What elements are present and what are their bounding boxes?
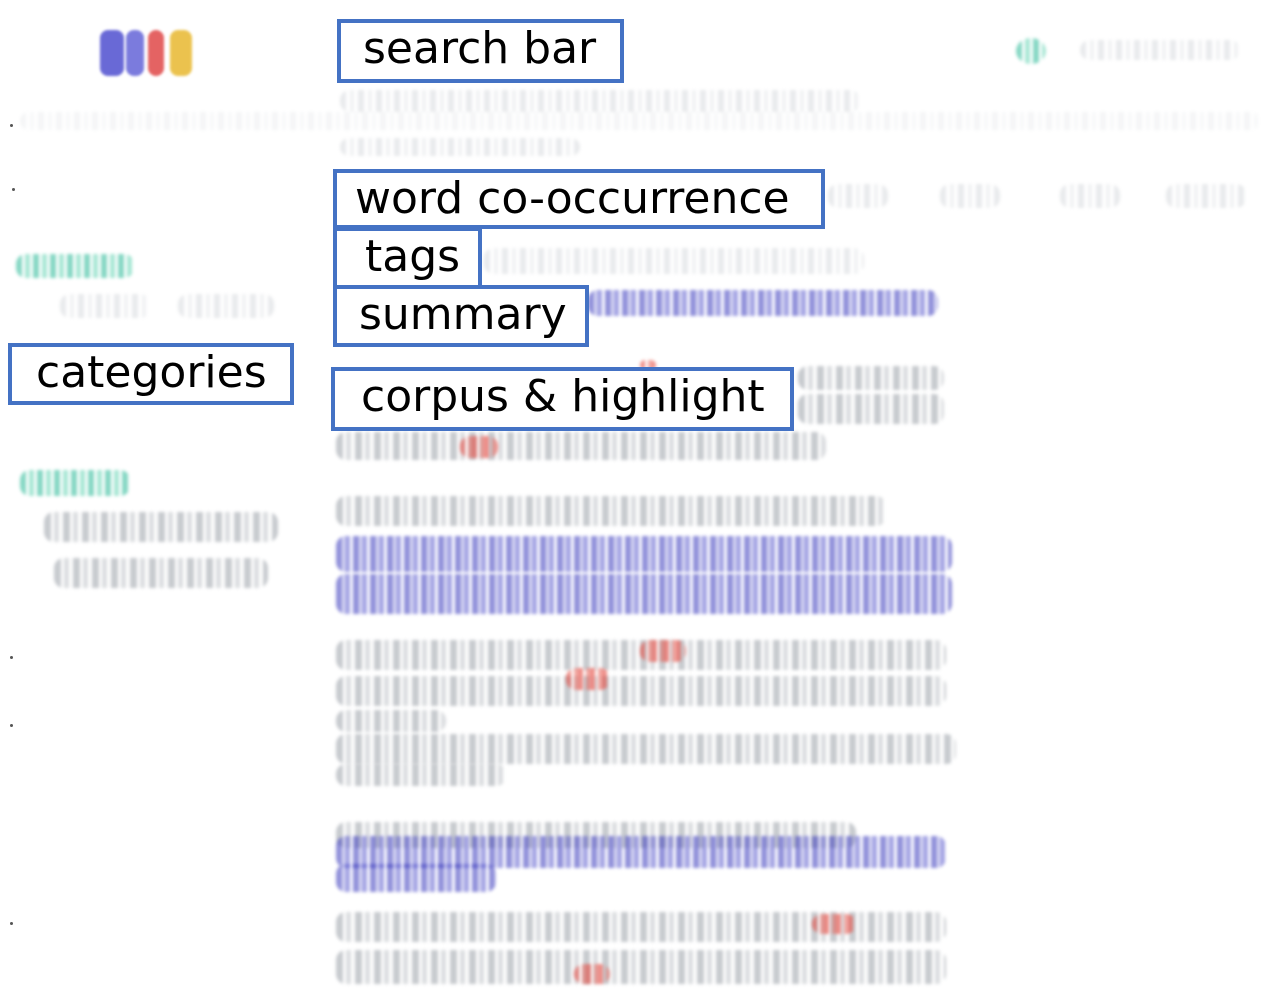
summary-text: [336, 864, 496, 892]
keyword-highlight: [460, 436, 498, 458]
keyword-highlight: [574, 964, 610, 984]
keyword-highlight: [640, 640, 686, 662]
word-co-occurrence-label: word co-occurrence: [333, 169, 825, 229]
summary-text: [588, 290, 938, 316]
search-input[interactable]: [340, 90, 860, 112]
corpus-highlight-label: corpus & highlight: [331, 367, 794, 431]
corpus-text: [336, 710, 446, 732]
result-title[interactable]: [336, 496, 886, 526]
categories-label: categories: [8, 343, 294, 405]
category-item[interactable]: [44, 512, 278, 542]
category-item[interactable]: [178, 294, 274, 318]
corpus-text: [336, 676, 946, 706]
corpus-text: [336, 734, 956, 764]
result-count: [340, 138, 580, 156]
category-heading: [20, 470, 130, 496]
corpus-text: [336, 950, 946, 984]
tag-list[interactable]: [484, 248, 864, 274]
category-item[interactable]: [60, 294, 150, 318]
summary-label: summary: [333, 285, 589, 347]
category-item[interactable]: [54, 558, 268, 588]
search-bar-label: search bar: [337, 19, 624, 83]
corpus-text: [798, 394, 944, 424]
bullet-mark: [10, 656, 13, 659]
summary-text: [336, 836, 946, 868]
corpus-text: [798, 366, 944, 390]
bullet-mark: [10, 124, 13, 127]
corpus-text: [336, 432, 826, 460]
tags-label: tags: [333, 227, 482, 289]
keyword-highlight: [640, 360, 656, 370]
summary-text: [336, 574, 952, 614]
app-logo-icon[interactable]: [96, 24, 200, 82]
co-occurrence-word-chip[interactable]: [828, 184, 888, 208]
search-options[interactable]: [20, 112, 1260, 130]
category-heading: [16, 254, 134, 278]
co-occurrence-word-chip[interactable]: [1060, 184, 1120, 208]
bullet-mark: [10, 922, 13, 925]
co-occurrence-word-chip[interactable]: [1166, 184, 1246, 208]
bullet-mark: [10, 724, 13, 727]
keyword-highlight: [812, 914, 856, 934]
summary-text: [336, 536, 952, 572]
co-occurrence-word-chip[interactable]: [940, 184, 1000, 208]
account-icon[interactable]: [1016, 38, 1046, 64]
account-link[interactable]: [1080, 40, 1240, 60]
keyword-highlight: [566, 668, 610, 690]
corpus-text: [336, 764, 506, 786]
bullet-mark: [12, 188, 15, 191]
